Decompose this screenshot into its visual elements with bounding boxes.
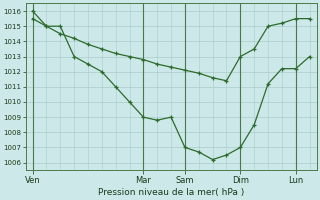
X-axis label: Pression niveau de la mer( hPa ): Pression niveau de la mer( hPa ) <box>98 188 244 197</box>
